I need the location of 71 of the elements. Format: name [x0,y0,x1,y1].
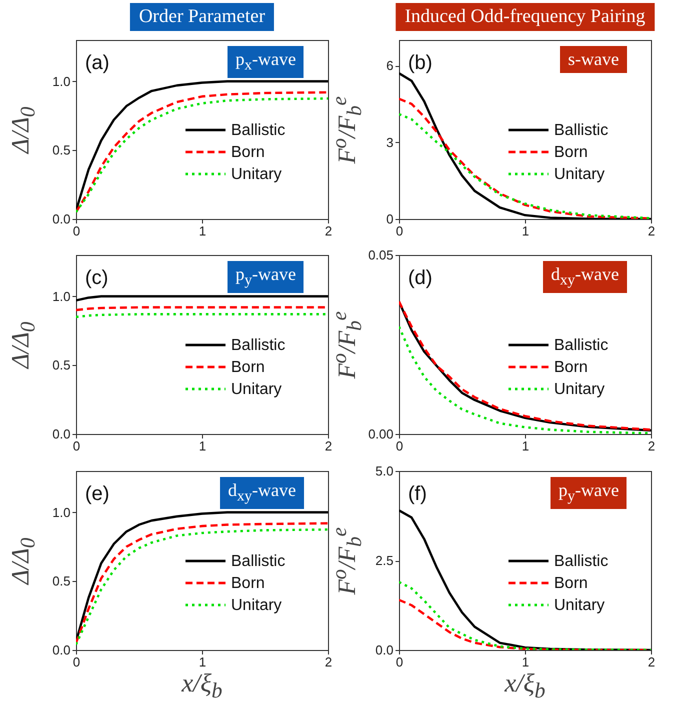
x-tick-label: 1 [522,438,530,454]
legend-label: Ballistic [554,553,608,570]
y-tick-label: 0.5 [52,574,70,589]
y-tick-label: 1.0 [52,504,70,520]
legend-label: Ballistic [231,337,286,354]
legend-label: Unitary [231,166,282,183]
y-tick-label: 5.0 [375,464,394,478]
x-tick-label: 1 [198,224,206,238]
annotation: (d) [408,267,432,290]
legend-label: Born [554,575,588,592]
y-tick-label: 0.5 [52,358,70,373]
x-tick-label: 2 [648,438,656,454]
y-tick-label: 0.0 [375,642,394,658]
legend-label: Unitary [231,381,282,398]
annotation: (e) [85,483,110,506]
y-tick-label: 0 [386,212,394,226]
annotation: (a) [85,52,110,75]
x-tick-label: 2 [648,224,656,238]
x-tick-label: 0 [396,438,404,454]
y-tick-label: 1.0 [52,288,70,304]
legend-label: Born [231,575,265,592]
legend-label: Born [231,359,265,376]
x-tick-label: 1 [522,654,530,670]
annotation: p$_{x}$-wave [228,46,304,78]
legend-label: Born [554,359,588,376]
legend-label: Ballistic [231,122,286,139]
line-series [399,72,651,219]
legend-label: Ballistic [554,337,608,354]
y-tick-label: 0.00 [368,426,394,442]
y-tick-label: 0.5 [52,142,70,158]
chart-title: Order Parameter [130,3,274,31]
x-tick-label: 0 [72,654,80,670]
x-tick-label: 2 [324,654,332,670]
annotation: (b) [408,52,432,75]
legend-label: Unitary [231,597,282,614]
x-tick-label: 1 [198,438,206,454]
annotation: p$_{y}$-wave [550,477,627,509]
x-tick-label: 1 [522,224,530,238]
x-axis-title: x/ξ$_{b}$ [504,668,546,704]
y-tick-label: 0.0 [52,212,70,226]
annotation: d$_{xy}$-wave [220,477,304,509]
y-tick-label: 0.0 [52,426,70,442]
annotation: (f) [408,483,427,506]
y-tick-label: 1.0 [52,74,70,89]
legend-label: Born [554,144,588,161]
x-tick-label: 2 [324,224,332,238]
y-tick-label: 0.0 [52,642,70,658]
y-tick-label: 6 [386,58,394,74]
legend-label: Born [231,144,265,161]
legend-label: Ballistic [554,122,608,139]
x-tick-label: 0 [72,438,80,454]
x-tick-label: 2 [324,438,332,454]
legend-label: Unitary [554,166,605,183]
legend-label: Unitary [554,381,605,398]
x-tick-label: 0 [72,224,80,238]
y-tick-label: 3 [386,134,394,150]
annotation: d$_{xy}$-wave [543,261,627,293]
y-tick-label: 0.05 [368,248,394,262]
x-axis-title: x/ξ$_{b}$ [182,668,222,704]
x-tick-label: 2 [648,654,656,670]
y-tick-label: 2.5 [375,553,394,568]
x-tick-label: 0 [396,654,404,670]
legend-label: Ballistic [231,553,286,570]
annotation: s-wave [560,46,627,73]
x-tick-label: 1 [198,654,206,670]
annotation: (c) [85,267,108,290]
x-tick-label: 0 [396,224,404,238]
chart-title: Induced Odd-frequency Pairing [396,3,654,31]
annotation: p$_{y}$-wave [228,261,304,293]
legend-label: Unitary [554,597,605,614]
line-series [399,509,651,650]
